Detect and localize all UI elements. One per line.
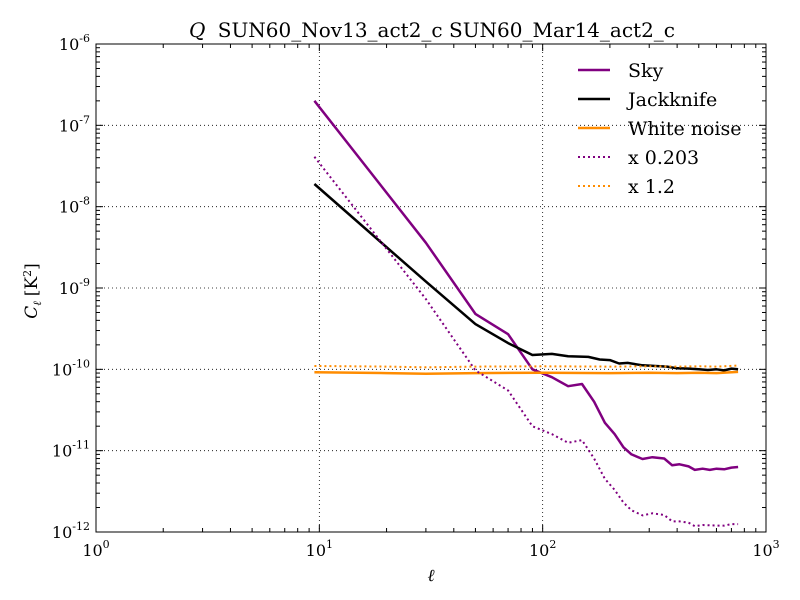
series-line-x-0-203 <box>313 156 739 528</box>
series-line-sky <box>313 100 739 472</box>
x-tick-label: 101 <box>306 538 333 560</box>
title-symbol: Q <box>189 18 205 42</box>
y-tick-label: 10-9 <box>59 276 90 298</box>
x-tick-label: 100 <box>82 538 109 560</box>
legend-label-sky: Sky <box>628 60 664 82</box>
x-tick-label: 103 <box>752 538 779 560</box>
legend-label-white-noise: White noise <box>628 118 742 140</box>
ylabel-unit-close: ] <box>22 263 42 270</box>
y-tick-label: 10-8 <box>59 195 90 217</box>
y-axis-label: Cℓ [K2] <box>21 263 44 319</box>
ticks: 100 101 102 103 10-12 10-11 10-10 10-9 10-8 10-7 1… <box>52 32 780 560</box>
x-tick-label: 102 <box>529 538 556 560</box>
legend: Sky Jackknife White noise x 0.203 x 1.2 <box>578 60 742 198</box>
series-lines <box>313 100 739 528</box>
y-tick-label: 10-7 <box>59 113 90 135</box>
ylabel-unit-sup: 2 <box>21 270 34 277</box>
chart-title: Q SUN60_Nov13_act2_c SUN60_Mar14_act2_c <box>189 18 675 42</box>
series-line-x-1-2 <box>314 364 739 369</box>
legend-label-jackknife: Jackknife <box>626 89 717 111</box>
x-axis-label: ℓ <box>427 566 434 586</box>
legend-label-x-1-2: x 1.2 <box>628 176 675 198</box>
series-line-white-noise <box>314 370 739 376</box>
ylabel-symbol: C <box>22 306 42 319</box>
y-tick-label: 10-10 <box>52 357 90 379</box>
series-line-jackknife <box>313 183 739 372</box>
legend-label-x-0-203: x 0.203 <box>628 147 699 169</box>
y-tick-label: 10-12 <box>52 520 90 542</box>
ylabel-sub: ℓ <box>31 301 44 306</box>
y-tick-label: 10-11 <box>52 439 90 461</box>
ylabel-unit: [K <box>22 277 42 297</box>
title-text: SUN60_Nov13_act2_c SUN60_Mar14_act2_c <box>218 18 675 42</box>
y-tick-label: 10-6 <box>59 32 90 54</box>
